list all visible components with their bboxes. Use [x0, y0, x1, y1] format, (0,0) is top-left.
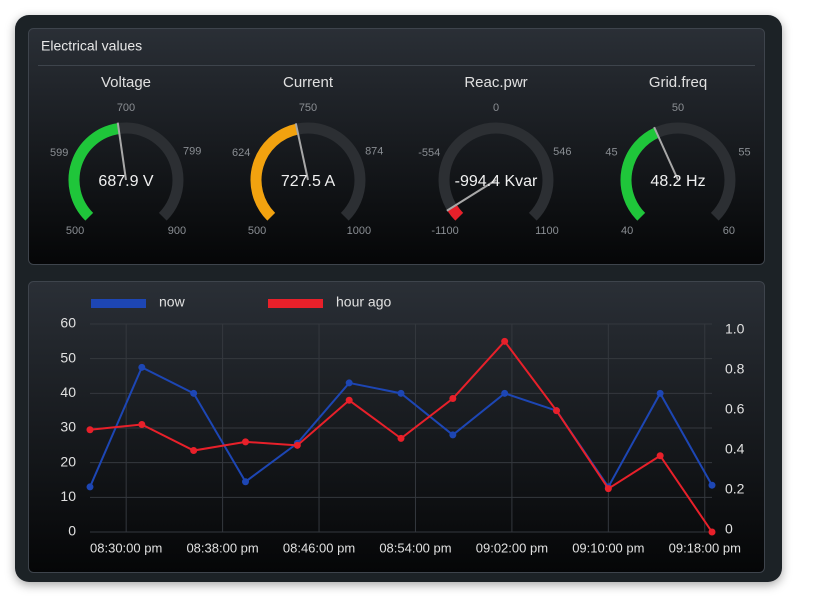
data-point [604, 485, 612, 493]
legend-swatch [268, 299, 323, 308]
gauge-value: 687.9 V [98, 173, 153, 190]
gauge-tick-label: 55 [738, 146, 750, 158]
gauge-tick-label: 500 [66, 225, 84, 237]
y-tick-label: 20 [60, 453, 76, 469]
gauge-value: 727.5 A [281, 173, 336, 190]
data-point [656, 452, 664, 460]
gauge-tick-label: -1100 [431, 225, 458, 237]
legend-label: hour ago [336, 294, 391, 310]
y2-tick-label: 0.8 [725, 361, 745, 377]
x-tick-label: 08:46:00 pm [283, 540, 355, 555]
data-point [293, 441, 301, 449]
gauge-needle [116, 122, 127, 181]
data-point [449, 395, 457, 403]
gauge-tick-label: 546 [553, 146, 571, 158]
gauge-tick-label: 1100 [535, 225, 559, 237]
y-tick-label: 30 [60, 419, 76, 435]
gauge-title: Reac.pwr [464, 74, 527, 91]
data-point [397, 434, 405, 442]
gauge-value: 48.2 Hz [650, 173, 705, 190]
data-point [242, 478, 249, 486]
data-point [138, 363, 146, 371]
gauge-tick-label: 50 [672, 102, 684, 114]
data-point [449, 431, 457, 439]
gauge-panel [28, 28, 765, 265]
x-tick-label: 09:10:00 pm [572, 540, 644, 555]
y-tick-label: 10 [60, 488, 76, 504]
data-point [242, 438, 249, 446]
gauge-tick-label: 700 [117, 102, 135, 114]
y-tick-label: 40 [60, 384, 76, 400]
x-tick-label: 09:02:00 pm [476, 540, 548, 555]
gauge-tick-label: 45 [605, 146, 617, 158]
y-tick-label: 0 [68, 523, 76, 539]
x-tick-label: 09:18:00 pm [669, 540, 741, 555]
gauge-needle [446, 179, 497, 212]
data-point [190, 447, 198, 455]
chart-panel [28, 281, 765, 573]
gauge-track [438, 122, 554, 221]
data-point [501, 337, 509, 345]
x-tick-label: 08:38:00 pm [186, 540, 258, 555]
gauge-fill [68, 123, 120, 221]
y-tick-label: 60 [60, 315, 76, 331]
y2-tick-label: 0.4 [725, 441, 745, 457]
data-point [86, 426, 94, 434]
gauge-tick-label: 624 [232, 147, 250, 159]
gauge-tick-label: 900 [168, 225, 186, 237]
data-point [345, 396, 353, 404]
gauge-fill [250, 123, 299, 221]
panel-title: Electrical values [41, 38, 142, 54]
legend-label: now [159, 294, 186, 310]
gauge-title: Voltage [101, 74, 151, 91]
data-point [708, 481, 716, 489]
data-point [86, 483, 94, 491]
gauge-title: Grid.freq [649, 74, 707, 91]
gauge-tick-label: 799 [183, 146, 201, 158]
gauge-tick-label: 1000 [347, 225, 371, 237]
y2-tick-label: 0 [725, 521, 733, 537]
gauge-tick-label: 874 [365, 146, 383, 158]
data-point [501, 389, 509, 397]
data-point [190, 389, 198, 397]
gauge-fill [620, 127, 660, 221]
data-point [656, 389, 664, 397]
x-tick-label: 08:30:00 pm [90, 540, 162, 555]
gauge-tick-label: -554 [418, 147, 440, 159]
gauge-value: -994.4 Kvar [455, 173, 538, 190]
gauge-tick-label: 40 [621, 225, 633, 237]
gauge-fill [447, 204, 464, 221]
data-point [397, 389, 405, 397]
gauge-tick-label: 599 [50, 147, 68, 159]
y2-tick-label: 1.0 [725, 321, 745, 337]
gauge-tick-label: 60 [723, 225, 735, 237]
legend-swatch [91, 299, 146, 308]
gauge-tick-label: 0 [493, 102, 499, 114]
gauge-needle [294, 123, 309, 181]
data-point [553, 407, 560, 415]
gauge-tick-label: 750 [299, 102, 317, 114]
gauge-tick-label: 500 [248, 225, 266, 237]
x-tick-label: 08:54:00 pm [379, 540, 451, 555]
gauge-title: Current [283, 74, 334, 91]
y-tick-label: 50 [60, 349, 76, 365]
data-point [345, 379, 353, 387]
gauge-needle [653, 126, 679, 181]
y2-tick-label: 0.2 [725, 481, 745, 497]
data-point [138, 421, 146, 429]
y2-tick-label: 0.6 [725, 401, 745, 417]
data-point [708, 528, 716, 536]
